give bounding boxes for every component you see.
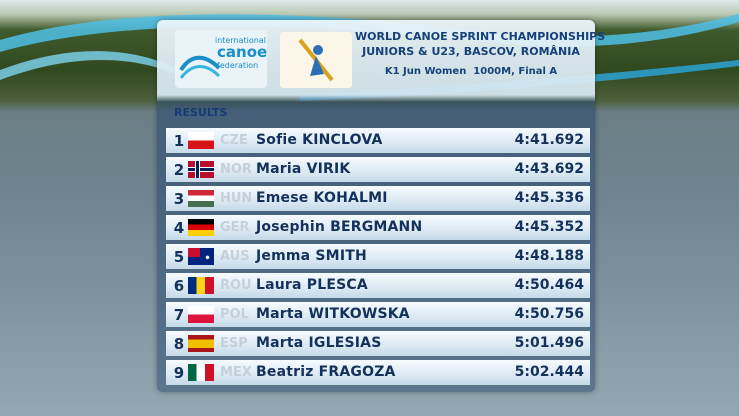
country-code: ESP — [220, 336, 248, 351]
finish-time: 4:50.756 — [514, 306, 584, 322]
country-flag — [188, 132, 214, 149]
result-row: 7 POL Marta WITKOWSKA 4:50.756 — [166, 302, 590, 327]
rank: 6 — [173, 277, 185, 295]
country-flag — [188, 190, 214, 207]
country-code: CZE — [220, 133, 248, 148]
country-flag — [188, 335, 214, 352]
finish-time: 4:45.336 — [514, 190, 584, 206]
athlete-name: Laura PLESCA — [256, 277, 368, 293]
rank: 7 — [173, 306, 185, 324]
country-flag — [188, 277, 214, 294]
result-row: 5 AUS Jemma SMITH 4:48.188 — [166, 244, 590, 269]
result-row: 6 ROU Laura PLESCA 4:50.464 — [166, 273, 590, 298]
finish-time: 5:02.444 — [514, 364, 584, 380]
event-name: K1 Jun Women 1000M, Final A — [384, 66, 558, 77]
country-code: GER — [220, 220, 250, 235]
result-row: 1 CZE Sofie KINCLOVA 4:41.692 — [166, 128, 590, 153]
country-flag — [188, 219, 214, 236]
event-title: WORLD CANOE SPRINT CHAMPIONSHIPS — [355, 30, 606, 43]
athlete-name: Sofie KINCLOVA — [256, 132, 383, 148]
finish-time: 4:45.352 — [514, 219, 584, 235]
athlete-name: Beatriz FRAGOZA — [256, 364, 396, 380]
country-code: ROU — [220, 278, 252, 293]
rank: 3 — [173, 190, 185, 208]
athlete-name: Jemma SMITH — [256, 248, 367, 264]
athlete-name: Emese KOHALMI — [256, 190, 388, 206]
country-code: NOR — [220, 162, 252, 177]
results-label: RESULTS — [174, 106, 228, 119]
country-flag — [188, 364, 214, 381]
rank: 5 — [173, 248, 185, 266]
rank: 4 — [173, 219, 185, 237]
logo-text: federation — [217, 61, 259, 70]
rank: 1 — [173, 132, 185, 150]
logo-waves — [179, 55, 221, 79]
country-code: MEX — [220, 365, 252, 380]
logo-text: canoe — [217, 43, 268, 61]
athlete-name: Maria VIRIK — [256, 161, 351, 177]
country-code: AUS — [220, 249, 250, 264]
finish-time: 4:41.692 — [514, 132, 584, 148]
logo-text: international — [215, 36, 266, 45]
country-flag — [188, 306, 214, 323]
athlete-name: Marta IGLESIAS — [256, 335, 382, 351]
country-code: HUN — [220, 191, 253, 206]
rank: 8 — [173, 335, 185, 353]
federation-logo: international canoe federation — [175, 30, 267, 88]
result-row: 2 NOR Maria VIRIK 4:43.692 — [166, 157, 590, 182]
result-row: 4 GER Josephin BERGMANN 4:45.352 — [166, 215, 590, 240]
event-subtitle: JUNIORS & U23, BASCOV, ROMÂNIA — [362, 45, 580, 58]
result-row: 9 MEX Beatriz FRAGOZA 5:02.444 — [166, 360, 590, 385]
rank: 2 — [173, 161, 185, 179]
result-row: 8 ESP Marta IGLESIAS 5:01.496 — [166, 331, 590, 356]
country-flag — [188, 161, 214, 178]
country-code: POL — [220, 307, 249, 322]
finish-time: 4:48.188 — [514, 248, 584, 264]
athlete-name: Marta WITKOWSKA — [256, 306, 410, 322]
finish-time: 5:01.496 — [514, 335, 584, 351]
athlete-name: Josephin BERGMANN — [256, 219, 423, 235]
finish-time: 4:50.464 — [514, 277, 584, 293]
paddler-icon — [298, 38, 334, 82]
event-pictogram — [280, 32, 352, 88]
rank: 9 — [173, 364, 185, 382]
country-flag — [188, 248, 214, 265]
result-row: 3 HUN Emese KOHALMI 4:45.336 — [166, 186, 590, 211]
finish-time: 4:43.692 — [514, 161, 584, 177]
